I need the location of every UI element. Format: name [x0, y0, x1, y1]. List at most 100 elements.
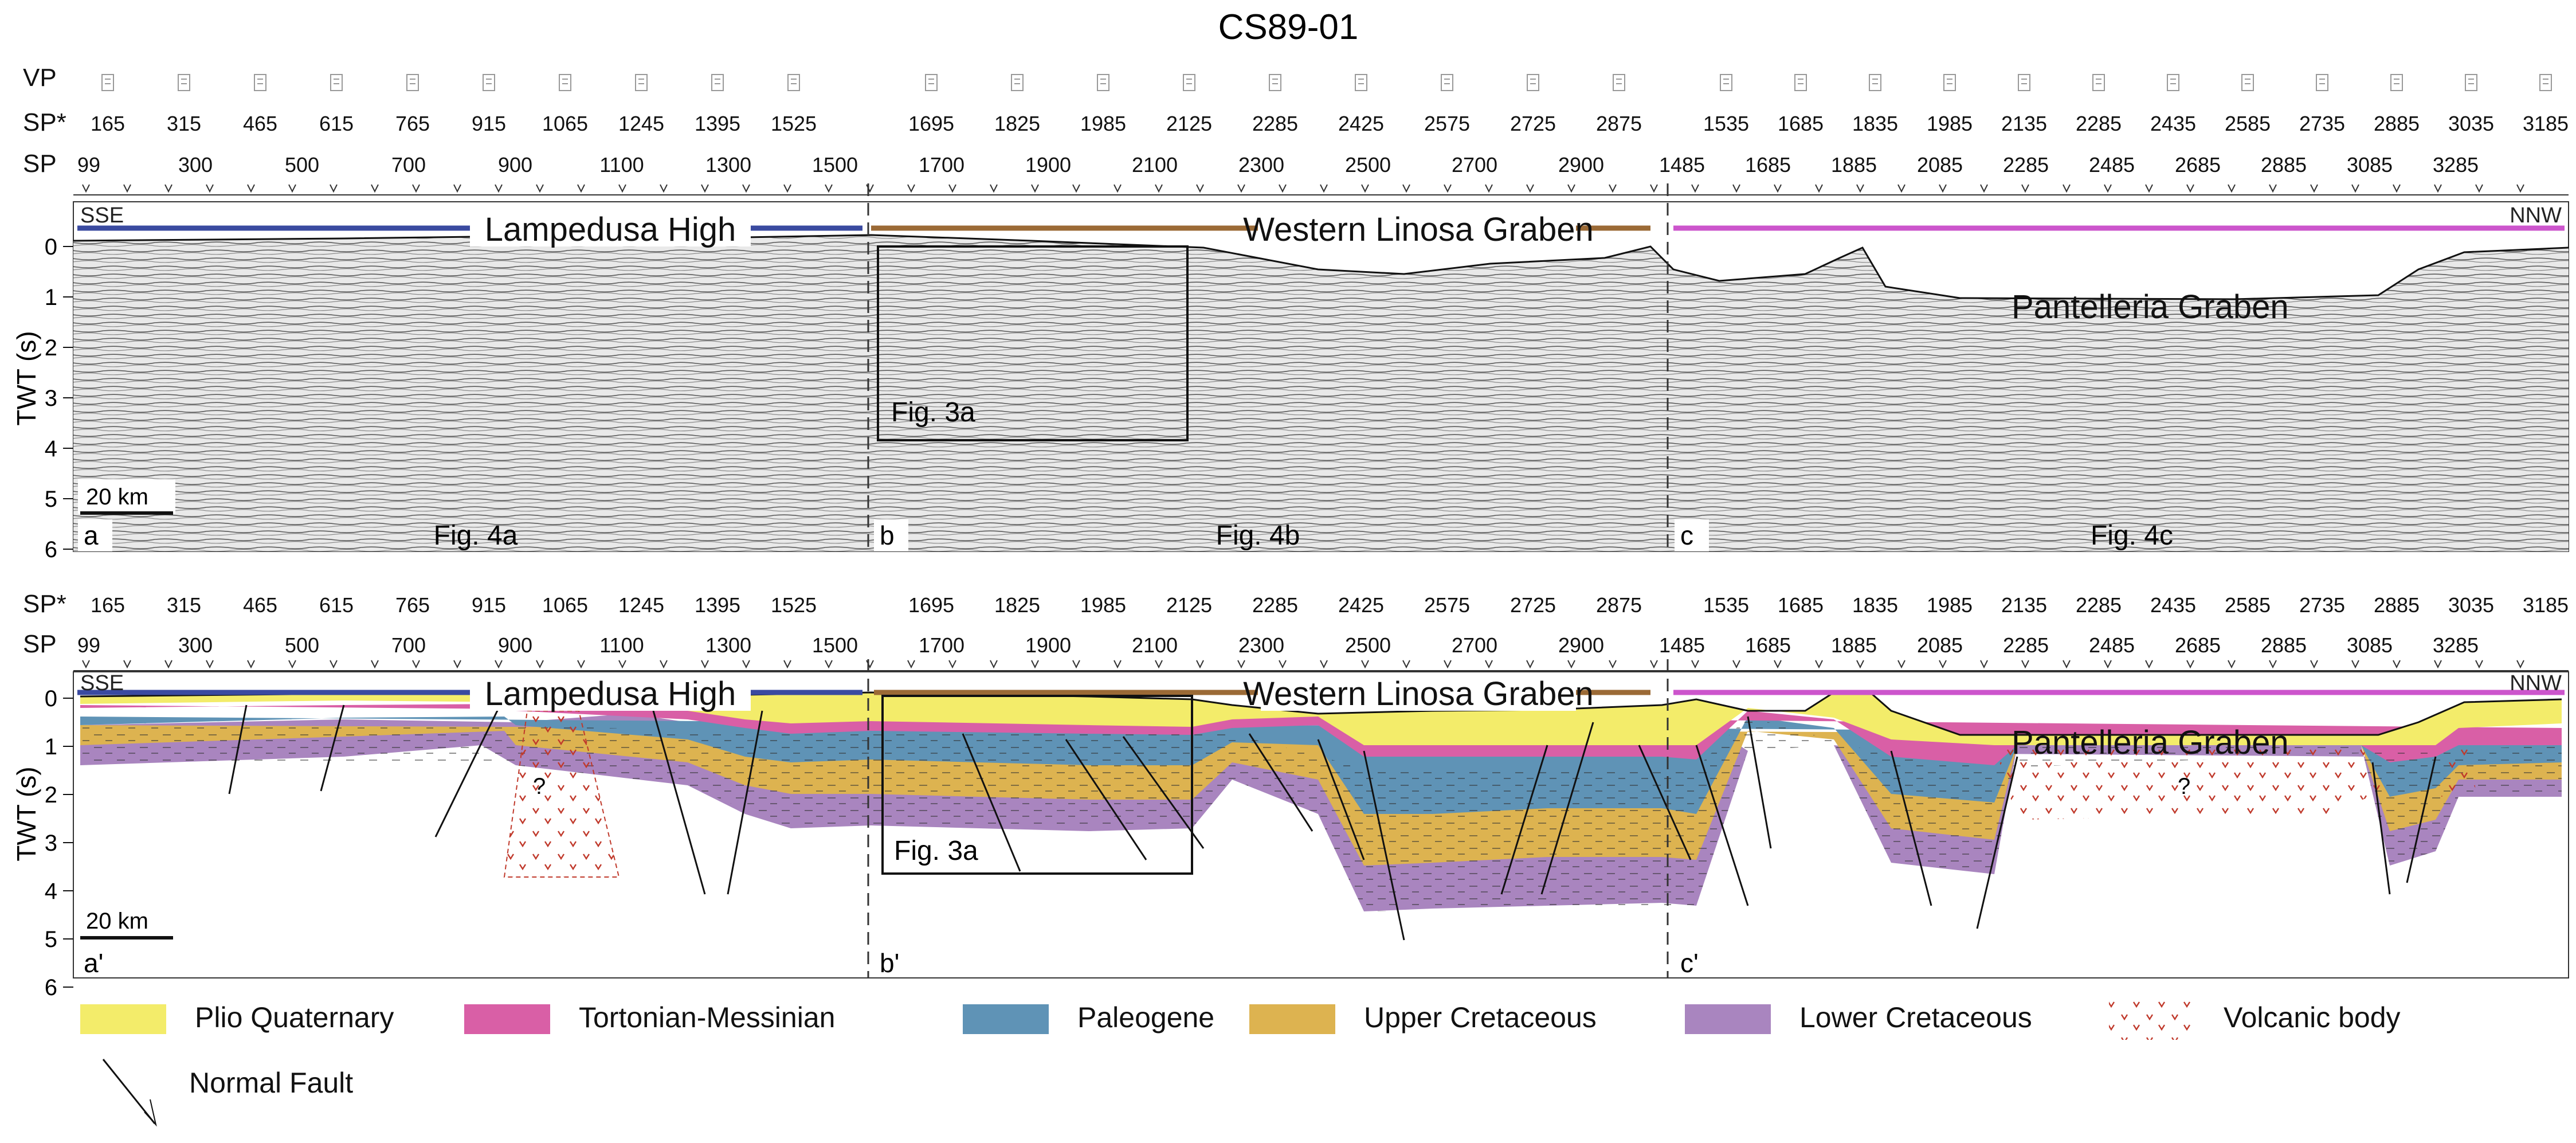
twt-tick-5: 5	[45, 927, 57, 952]
direction-left-bottom: SSE	[80, 671, 124, 695]
sp-tick	[1237, 184, 1245, 193]
twt-tick-6: 6	[45, 975, 57, 1000]
sp-star-top-9: 1525	[771, 112, 817, 135]
legend-item: Plio Quaternary	[80, 1001, 394, 1034]
sp-star-values-bottom: 165 315 465 615 765 915 1065 1245 1395 1525 1695 18…	[91, 593, 2569, 617]
vp-icon	[1527, 74, 1539, 91]
sp-tick	[1196, 660, 1204, 669]
vp-row-label: VP	[23, 64, 57, 92]
sp-tick	[2063, 184, 2071, 193]
figure-title: CS89-01	[1218, 7, 1359, 47]
legend: Plio Quaternary Tortonian-Messinian Paleog…	[80, 1000, 2401, 1040]
sp-bottom-14: 2900	[1558, 633, 1604, 657]
twt-tick-3: 3	[45, 386, 57, 411]
sp-tick	[1774, 660, 1782, 669]
sp-tick	[2310, 660, 2318, 669]
sp-star-top-3: 615	[319, 112, 354, 135]
vp-icon	[925, 74, 938, 91]
legend-swatch	[80, 1004, 166, 1034]
sp-bottom-22: 2885	[2261, 633, 2307, 657]
direction-left-top: SSE	[80, 203, 124, 228]
sp-tick	[2516, 184, 2524, 193]
sp-top-0: 99	[77, 153, 100, 177]
scale-bar-bottom: 20 km	[86, 909, 148, 934]
scale-bar-top: 20 km	[86, 484, 148, 510]
sp-bottom-15: 1485	[1659, 633, 1705, 657]
sp-tick	[2021, 660, 2029, 669]
sp-tick	[495, 184, 503, 193]
vp-icon	[483, 74, 495, 91]
legend-item: Tortonian-Messinian	[464, 1001, 835, 1034]
vp-icon-row	[101, 74, 2552, 91]
vp-icon	[635, 74, 648, 91]
sp-tick	[123, 184, 131, 193]
sp-top-5: 1100	[599, 153, 644, 177]
sp-star-top-21: 1835	[1852, 112, 1898, 135]
sp-tick	[164, 184, 172, 193]
sp-star-top-10: 1695	[908, 112, 954, 135]
vp-icon	[101, 74, 114, 91]
legend-swatch	[963, 1004, 1049, 1034]
sp-tick	[701, 660, 709, 669]
sp-star-top-22: 1985	[1927, 112, 1973, 135]
sp-star-top-13: 2125	[1166, 112, 1212, 135]
inset-label-top: Fig. 3a	[891, 397, 975, 428]
sp-tick	[1402, 660, 1410, 669]
sp-tick	[1567, 184, 1575, 193]
sp-tick	[1113, 660, 1122, 669]
sp-tick	[1567, 660, 1575, 669]
sp-bottom-21: 2685	[2175, 633, 2221, 657]
legend-label: Upper Cretaceous	[1364, 1001, 1597, 1034]
sp-tick	[1526, 660, 1534, 669]
sp-star-bottom-24: 2285	[2076, 593, 2122, 617]
sp-tick	[783, 660, 791, 669]
sp-star-bottom-26: 2585	[2225, 593, 2271, 617]
sp-star-bottom-18: 2875	[1596, 593, 1642, 617]
sp-tick	[990, 184, 998, 193]
vp-icon	[2092, 74, 2105, 91]
vp-icon	[1183, 74, 1195, 91]
sp-bottom-8: 1700	[919, 633, 964, 657]
legend-item: Upper Cretaceous	[1249, 1001, 1597, 1034]
sp-top-12: 2500	[1345, 153, 1391, 177]
sp-star-top-6: 1065	[542, 112, 588, 135]
sp-star-bottom-22: 1985	[1927, 593, 1973, 617]
sp-star-top-11: 1825	[994, 112, 1040, 135]
fault-legend-label: Normal Fault	[189, 1067, 353, 1099]
sp-bottom-13: 2700	[1452, 633, 1497, 657]
sp-tick	[1526, 184, 1534, 193]
sp-tick	[536, 660, 544, 669]
sp-tick	[2145, 660, 2153, 669]
sp-tick	[2186, 660, 2194, 669]
sp-tick	[1155, 184, 1163, 193]
sp-tick	[1320, 660, 1328, 669]
sp-star-bottom-6: 1065	[542, 593, 588, 617]
vp-icon	[1943, 74, 1956, 91]
sp-tick	[577, 660, 585, 669]
sp-top-21: 2685	[2175, 153, 2221, 177]
sp-tick	[1361, 184, 1369, 193]
sp-star-bottom-28: 2885	[2374, 593, 2420, 617]
sp-star-top-30: 3185	[2523, 112, 2569, 135]
sp-tick	[1444, 660, 1452, 669]
vp-icon	[711, 74, 724, 91]
twt-tick-4: 4	[45, 436, 57, 461]
vp-icon	[2390, 74, 2403, 91]
sp-tick	[123, 660, 131, 669]
sp-tick	[1691, 184, 1699, 193]
sp-top-17: 1885	[1831, 153, 1877, 177]
sp-tick	[618, 660, 626, 669]
sp-star-top-26: 2585	[2225, 112, 2271, 135]
twt-tick-6: 6	[45, 537, 57, 562]
sp-star-top-2: 465	[243, 112, 277, 135]
sp-row-label-bottom: SP	[23, 630, 57, 658]
sp-star-top-16: 2575	[1424, 112, 1470, 135]
sp-top-19: 2285	[2003, 153, 2049, 177]
sp-tick	[577, 184, 585, 193]
legend-label: Lower Cretaceous	[1799, 1001, 2032, 1034]
sp-tick	[2475, 184, 2483, 193]
sp-top-22: 2885	[2261, 153, 2307, 177]
sp-tick	[1856, 184, 1864, 193]
zone-pantelleria-top: Pantelleria Graben	[2012, 288, 2289, 326]
sp-star-values-top: 165 315 465 615 765 915 1065 1245 1395 1525 1695 18…	[91, 112, 2569, 135]
